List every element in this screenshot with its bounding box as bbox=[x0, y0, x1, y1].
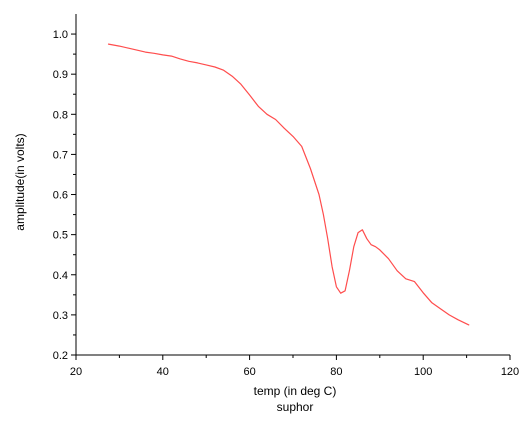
y-axis-title: amplitude(in volts) bbox=[13, 133, 27, 230]
series-layer bbox=[107, 43, 470, 326]
x-tick-label: 100 bbox=[414, 366, 432, 378]
y-tick-label: 0.5 bbox=[53, 230, 68, 242]
x-tick-label: 60 bbox=[243, 366, 255, 378]
axes bbox=[75, 14, 510, 356]
y-axis-ticks: 0.2 0.3 0.4 0.5 0.6 0.7 0.8 0.9 1.0 bbox=[53, 29, 76, 362]
y-tick-label: 0.3 bbox=[53, 310, 68, 322]
y-tick-label: 1.0 bbox=[53, 29, 68, 41]
x-tick-label: 20 bbox=[70, 366, 82, 378]
y-tick-label: 0.2 bbox=[53, 350, 68, 362]
x-axis-subtitle: suphor bbox=[277, 400, 314, 414]
y-tick-label: 0.6 bbox=[53, 190, 68, 202]
x-tick-label: 120 bbox=[501, 366, 519, 378]
y-tick-label: 0.9 bbox=[53, 69, 68, 81]
y-tick-label: 0.4 bbox=[53, 270, 68, 282]
y-tick-label: 0.8 bbox=[53, 109, 68, 121]
x-tick-label: 40 bbox=[157, 366, 169, 378]
x-axis-ticks: 20 40 60 80 100 120 bbox=[70, 355, 519, 378]
y-tick-label: 0.7 bbox=[53, 149, 68, 161]
series-line bbox=[107, 43, 470, 326]
x-axis-title: temp (in deg C) bbox=[254, 384, 337, 398]
x-tick-label: 80 bbox=[330, 366, 342, 378]
